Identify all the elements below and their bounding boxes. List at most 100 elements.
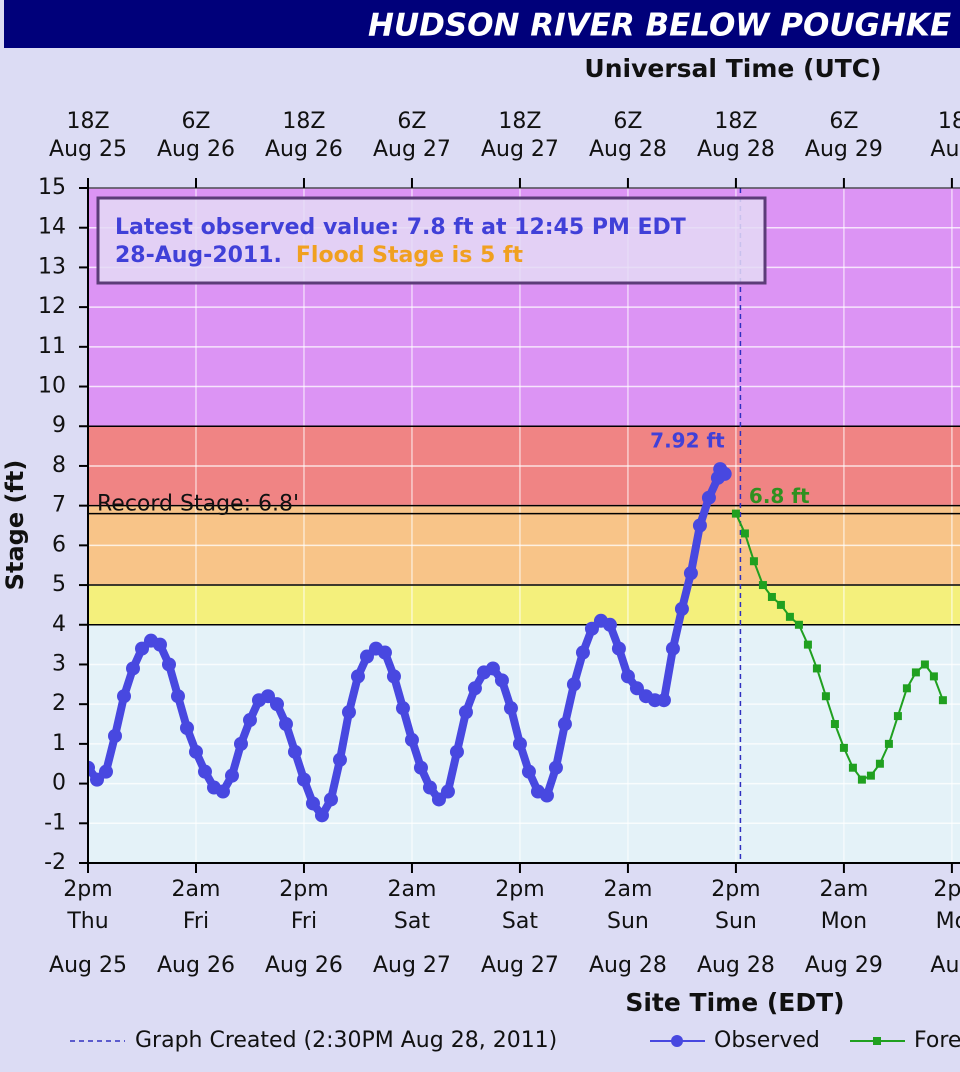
observed-point (620, 669, 635, 684)
y-tick-label: 2 (52, 691, 66, 716)
x2-tick-date: Aug 28 (589, 137, 667, 162)
x-tick-day: Mon (821, 909, 867, 934)
forecast-point (938, 696, 947, 705)
title-bar (4, 0, 960, 48)
observed-point (557, 717, 572, 732)
x2-tick-date: Aug 27 (481, 137, 559, 162)
forecast-point (893, 712, 902, 721)
x-tick-label: 2pm (63, 877, 112, 902)
x-tick-day: Fri (183, 909, 209, 934)
forecast-point (812, 664, 821, 673)
legend-marker (873, 1037, 881, 1045)
x-tick-day: Sun (715, 909, 757, 934)
legend-label: Graph Created (2:30PM Aug 28, 2011) (135, 1028, 557, 1053)
foreground: 7.92 ft 6.8 ft Latest observed value: 7.8 … (38, 109, 960, 1053)
forecast-point (830, 720, 839, 729)
x2-tick-date: Aug 29 (805, 137, 883, 162)
y-tick-label: 0 (52, 771, 66, 796)
x-tick-label: 2pr (933, 877, 960, 902)
plot-area: Record Stage: 6.8' (88, 188, 960, 863)
y-tick-label: -1 (44, 810, 66, 835)
observed-point (386, 669, 401, 684)
forecast-point (776, 600, 785, 609)
y-tick-label: 4 (52, 612, 66, 637)
observed-point (521, 764, 536, 779)
y-tick-label: 12 (38, 294, 66, 319)
observed-point (287, 744, 302, 759)
annotation-line: 28-Aug-2011. Flood Stage is 5 ft (115, 243, 523, 268)
y-tick-label: -2 (44, 850, 66, 875)
observed-point (413, 760, 428, 775)
observed-point (683, 566, 698, 581)
observed-point (332, 752, 347, 767)
point-label: 6.8 ft (749, 484, 810, 508)
observed-point (539, 788, 554, 803)
observed-point (98, 764, 113, 779)
observed-point (485, 661, 500, 676)
x-tick-day: Sat (502, 909, 538, 934)
x-tick-day: Sat (394, 909, 430, 934)
observed-point (602, 617, 617, 632)
annotation-flood-stage: Flood Stage is 5 ft (296, 243, 524, 268)
x2-tick-label: 18Z (498, 109, 541, 134)
x-tick-day: Sun (607, 909, 649, 934)
observed-point (224, 768, 239, 783)
observed-point (395, 701, 410, 716)
y-tick-label: 11 (38, 334, 66, 359)
x-tick-day: Fri (291, 909, 317, 934)
observed-point (323, 792, 338, 807)
observed-point (431, 792, 446, 807)
observed-point (197, 764, 212, 779)
x-tick-label: 2am (819, 877, 868, 902)
annotation-box (96, 196, 767, 285)
observed-point (305, 796, 320, 811)
observed-point (188, 744, 203, 759)
observed-point (107, 728, 122, 743)
forecast-point (767, 592, 776, 601)
forecast-point (803, 640, 812, 649)
x-tick-label: 2am (388, 877, 437, 902)
x-tick-date: Aug 27 (373, 953, 451, 978)
observed-point (665, 641, 680, 656)
x-tick-day: Mo (936, 909, 960, 934)
forecast-point (929, 672, 938, 681)
observed-point (377, 645, 392, 660)
y-tick-label: 13 (38, 254, 66, 279)
observed-point (575, 645, 590, 660)
observed-point (404, 732, 419, 747)
observed-point (179, 721, 194, 735)
observed-point (116, 689, 131, 704)
x2-tick-date: Aug (930, 137, 960, 162)
observed-point (494, 673, 509, 688)
observed-point (215, 784, 230, 799)
observed-point (512, 736, 527, 751)
x2-axis-title: Universal Time (UTC) (584, 54, 881, 83)
forecast-point (920, 660, 929, 669)
legend-marker (671, 1035, 683, 1047)
legend-label: Observed (714, 1028, 820, 1053)
forecast-point (911, 668, 920, 677)
forecast-point (857, 775, 866, 784)
x2-tick-date: Aug 25 (49, 137, 127, 162)
observed-point (88, 760, 95, 775)
observed-point (656, 693, 671, 708)
x-tick-date: Aug 28 (589, 953, 667, 978)
x2-tick-date: Aug 28 (697, 137, 775, 162)
observed-point (440, 784, 455, 799)
x2-tick-label: 18Z (66, 109, 109, 134)
observed-point (692, 518, 707, 533)
x2-tick-date: Aug 26 (157, 137, 235, 162)
x-tick-label: 2am (172, 877, 221, 902)
y-tick-label: 14 (38, 215, 66, 240)
observed-point (584, 621, 599, 636)
y-tick-label: 1 (52, 731, 66, 756)
y-tick-label: 3 (52, 651, 66, 676)
x-tick-label: 2pm (711, 877, 760, 902)
forecast-point (785, 612, 794, 621)
x2-tick-label: 18Z (282, 109, 325, 134)
x2-tick-label: 6Z (829, 109, 858, 134)
observed-point (134, 641, 149, 656)
observed-point (233, 736, 248, 751)
observed-point (701, 490, 716, 505)
observed-point (152, 637, 167, 652)
